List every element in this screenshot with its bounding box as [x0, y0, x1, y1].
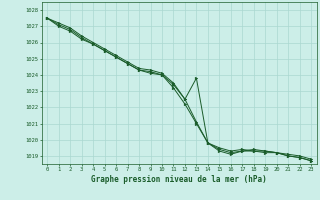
- X-axis label: Graphe pression niveau de la mer (hPa): Graphe pression niveau de la mer (hPa): [91, 175, 267, 184]
